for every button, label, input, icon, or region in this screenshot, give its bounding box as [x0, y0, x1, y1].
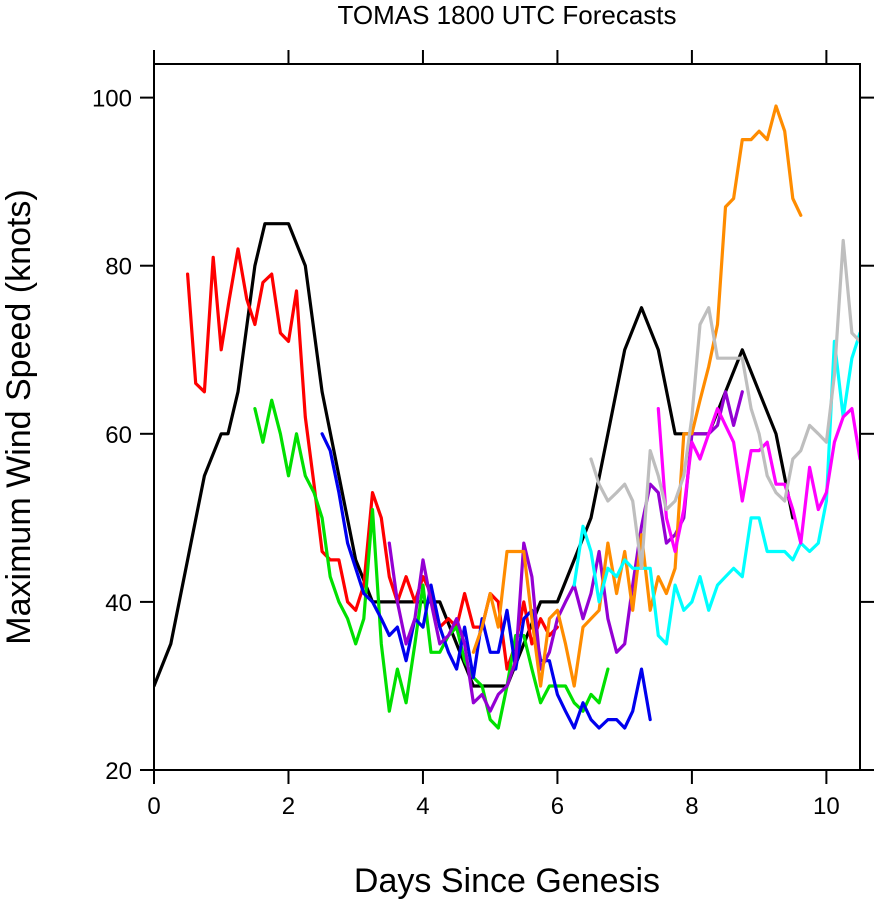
series-line-2	[186, 247, 560, 671]
series-line-4	[320, 432, 652, 730]
series-group	[154, 104, 860, 730]
x-tick-label-6: 6	[551, 793, 564, 820]
series-line-8	[656, 407, 860, 554]
x-tick-label-4: 4	[416, 793, 429, 820]
series-line-6	[471, 104, 803, 688]
x-tick-label-10: 10	[813, 793, 840, 820]
series-line-7	[572, 331, 860, 646]
series-line-5	[387, 390, 744, 713]
x-axis-title: Days Since Genesis	[354, 862, 660, 900]
y-tick-label-20: 20	[105, 758, 132, 785]
x-tick-label-0: 0	[147, 793, 160, 820]
tick-labels: 0 2 4 6 8 10 20 40 60 80 100	[92, 86, 840, 820]
series-line-9	[589, 238, 860, 570]
plot-frame	[153, 63, 861, 771]
series-line-3	[253, 398, 610, 730]
x-tick-label-8: 8	[685, 793, 698, 820]
axes	[140, 50, 874, 784]
chart-title: TOMAS 1800 UTC Forecasts	[337, 0, 676, 30]
y-tick-label-60: 60	[105, 422, 132, 449]
y-axis-title: Maximum Wind Speed (knots)	[0, 189, 38, 644]
y-tick-label-40: 40	[105, 590, 132, 617]
y-tick-label-80: 80	[105, 254, 132, 281]
y-tick-label-100: 100	[92, 86, 132, 113]
x-tick-label-2: 2	[282, 793, 295, 820]
